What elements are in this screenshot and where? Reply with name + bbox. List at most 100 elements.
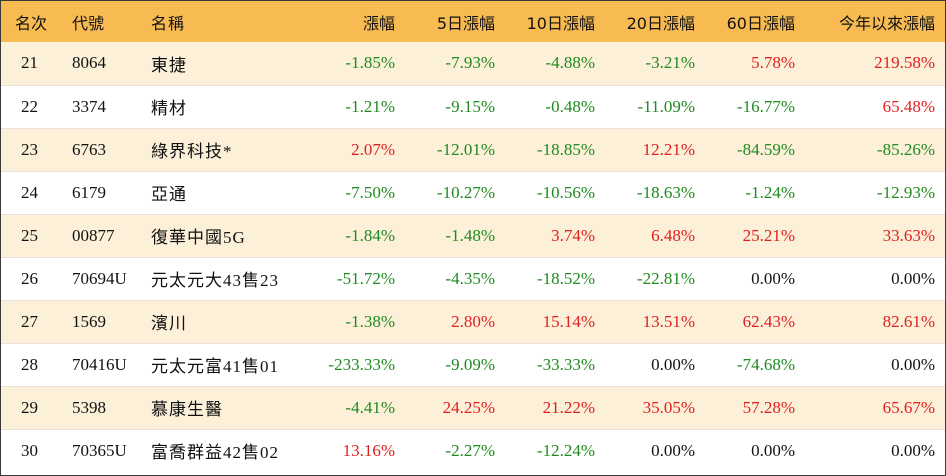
table-row[interactable]: 23 6763 綠界科技* 2.07% -12.01% -18.85% 12.2… <box>1 127 945 171</box>
cell-change-ytd: 65.67% <box>805 385 945 429</box>
cell-change: -1.84% <box>291 213 405 257</box>
cell-change-10d: -18.52% <box>505 256 605 300</box>
header-code[interactable]: 代號 <box>72 13 105 33</box>
cell-change-ytd: 0.00% <box>805 342 945 386</box>
cell-change-60d: -74.68% <box>705 342 805 386</box>
table-header: 名次 代號 名稱 漲幅 5日漲幅 10日漲幅 20日漲幅 60日漲幅 今年以來漲… <box>1 1 945 42</box>
cell-rank: 26 <box>1 256 68 300</box>
cell-name[interactable]: 精材 <box>151 84 291 128</box>
header-change-60d[interactable]: 60日漲幅 <box>726 13 795 33</box>
cell-code[interactable]: 70694U <box>68 256 151 300</box>
header-change-10d[interactable]: 10日漲幅 <box>526 13 595 33</box>
cell-change-20d: 13.51% <box>605 299 705 343</box>
header-name[interactable]: 名稱 <box>151 13 186 33</box>
cell-name[interactable]: 元太元大43售23 <box>151 256 291 300</box>
header-change-20d[interactable]: 20日漲幅 <box>626 13 695 33</box>
cell-code[interactable]: 1569 <box>68 299 151 343</box>
header-rank[interactable]: 名次 <box>15 13 48 33</box>
header-change[interactable]: 漲幅 <box>362 13 395 33</box>
cell-code[interactable]: 00877 <box>68 213 151 257</box>
table-row[interactable]: 21 8064 東捷 -1.85% -7.93% -4.88% -3.21% 5… <box>1 42 945 85</box>
cell-change-60d: 62.43% <box>705 299 805 343</box>
cell-change-5d: -10.27% <box>405 170 505 214</box>
cell-change-10d: -10.56% <box>505 170 605 214</box>
cell-code[interactable]: 6179 <box>68 170 151 214</box>
cell-change-60d: 0.00% <box>705 428 805 472</box>
cell-change-10d: -0.48% <box>505 84 605 128</box>
cell-change: 2.07% <box>291 127 405 171</box>
cell-rank: 25 <box>1 213 68 257</box>
cell-rank: 22 <box>1 84 68 128</box>
table-row[interactable]: 27 1569 濱川 -1.38% 2.80% 15.14% 13.51% 62… <box>1 299 945 343</box>
cell-code[interactable]: 70365U <box>68 428 151 472</box>
cell-change-5d: -4.35% <box>405 256 505 300</box>
cell-rank: 24 <box>1 170 68 214</box>
cell-change-5d: -2.27% <box>405 428 505 472</box>
cell-change-20d: 0.00% <box>605 428 705 472</box>
table-row[interactable]: 22 3374 精材 -1.21% -9.15% -0.48% -11.09% … <box>1 84 945 128</box>
cell-change-60d: -1.24% <box>705 170 805 214</box>
table-row[interactable]: 26 70694U 元太元大43售23 -51.72% -4.35% -18.5… <box>1 256 945 300</box>
table-row[interactable]: 24 6179 亞通 -7.50% -10.27% -10.56% -18.63… <box>1 170 945 214</box>
cell-change: -7.50% <box>291 170 405 214</box>
cell-change-ytd: 219.58% <box>874 53 935 73</box>
cell-change-ytd: 33.63% <box>805 213 945 257</box>
cell-rank: 21 <box>21 53 38 73</box>
cell-change-5d: -1.48% <box>405 213 505 257</box>
cell-change-ytd: 65.48% <box>805 84 945 128</box>
cell-name[interactable]: 濱川 <box>151 299 291 343</box>
cell-change-ytd: 0.00% <box>805 256 945 300</box>
cell-change-10d: -18.85% <box>505 127 605 171</box>
cell-code[interactable]: 6763 <box>68 127 151 171</box>
cell-name[interactable]: 元太元富41售01 <box>151 342 291 386</box>
cell-change-10d: -4.88% <box>545 53 595 73</box>
cell-rank: 28 <box>1 342 68 386</box>
table-body: 21 8064 東捷 -1.85% -7.93% -4.88% -3.21% 5… <box>1 42 945 472</box>
cell-name[interactable]: 綠界科技* <box>151 127 291 171</box>
cell-change-20d: 0.00% <box>605 342 705 386</box>
cell-change-20d: -3.21% <box>645 53 695 73</box>
cell-change: -1.38% <box>291 299 405 343</box>
cell-change-60d: 5.78% <box>751 53 795 73</box>
cell-change-20d: 6.48% <box>605 213 705 257</box>
cell-change-ytd: 82.61% <box>805 299 945 343</box>
cell-change-10d: -12.24% <box>505 428 605 472</box>
cell-name[interactable]: 東捷 <box>151 55 187 75</box>
cell-change-10d: -33.33% <box>505 342 605 386</box>
table-row[interactable]: 29 5398 慕康生醫 -4.41% 24.25% 21.22% 35.05%… <box>1 385 945 429</box>
cell-name[interactable]: 復華中國5G <box>151 213 291 257</box>
table-row[interactable]: 28 70416U 元太元富41售01 -233.33% -9.09% -33.… <box>1 342 945 386</box>
cell-name[interactable]: 富喬群益42售02 <box>151 428 291 472</box>
cell-change-20d: 12.21% <box>605 127 705 171</box>
cell-change: -1.21% <box>291 84 405 128</box>
cell-change: -51.72% <box>291 256 405 300</box>
cell-change-5d: -12.01% <box>405 127 505 171</box>
cell-code[interactable]: 3374 <box>68 84 151 128</box>
cell-change-20d: -11.09% <box>605 84 705 128</box>
cell-rank: 29 <box>1 385 68 429</box>
cell-rank: 30 <box>1 428 68 472</box>
cell-change-ytd: -12.93% <box>805 170 945 214</box>
cell-code[interactable]: 5398 <box>68 385 151 429</box>
cell-name[interactable]: 慕康生醫 <box>151 385 291 429</box>
header-change-5d[interactable]: 5日漲幅 <box>436 13 495 33</box>
cell-rank: 23 <box>1 127 68 171</box>
cell-code[interactable]: 8064 <box>72 53 106 73</box>
cell-change: 13.16% <box>291 428 405 472</box>
cell-change-5d: 2.80% <box>405 299 505 343</box>
cell-code[interactable]: 70416U <box>68 342 151 386</box>
cell-change-20d: 35.05% <box>605 385 705 429</box>
cell-change-10d: 3.74% <box>505 213 605 257</box>
header-row: 名次 代號 名稱 漲幅 5日漲幅 10日漲幅 20日漲幅 60日漲幅 今年以來漲… <box>1 1 945 42</box>
cell-change-10d: 21.22% <box>505 385 605 429</box>
cell-change-60d: 57.28% <box>705 385 805 429</box>
cell-change-20d: -22.81% <box>605 256 705 300</box>
table-row[interactable]: 25 00877 復華中國5G -1.84% -1.48% 3.74% 6.48… <box>1 213 945 257</box>
cell-name[interactable]: 亞通 <box>151 170 291 214</box>
cell-change-20d: -18.63% <box>605 170 705 214</box>
cell-change-ytd: 0.00% <box>805 428 945 472</box>
table-row[interactable]: 30 70365U 富喬群益42售02 13.16% -2.27% -12.24… <box>1 428 945 472</box>
header-change-ytd[interactable]: 今年以來漲幅 <box>838 13 935 33</box>
